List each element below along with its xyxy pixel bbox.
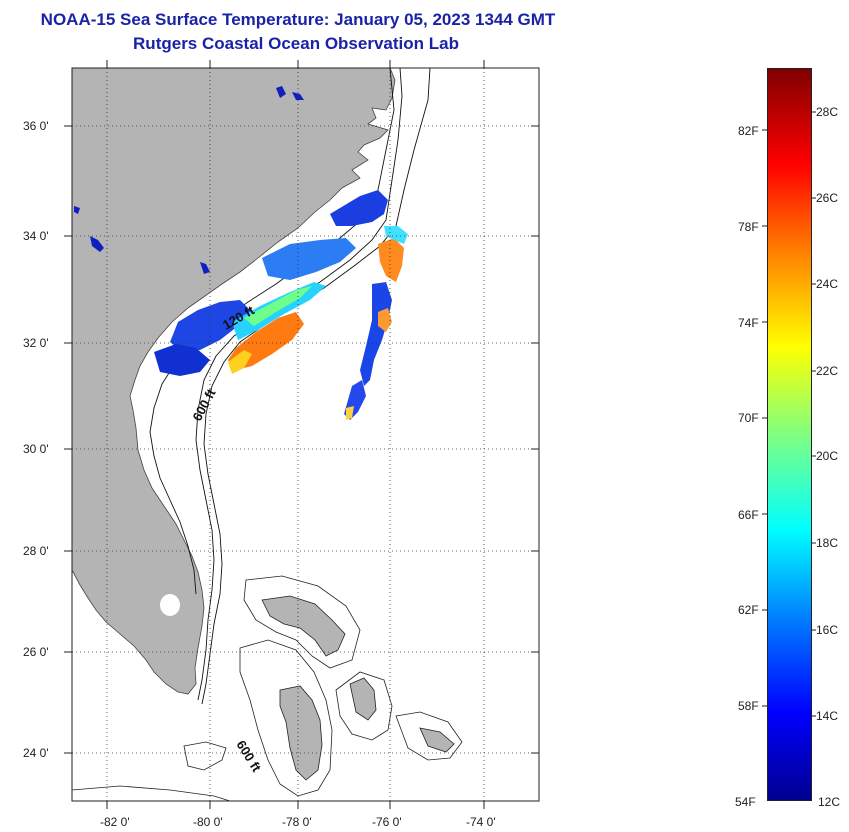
colorbar-label-f: 62F <box>738 603 759 617</box>
contour-label-600ft: 600 ft <box>189 386 219 424</box>
lat-label: 30 0' <box>23 442 49 456</box>
colorbar-label-f: 70F <box>738 411 759 425</box>
axis-ticks <box>64 60 539 809</box>
colorbar-celsius-labels: 28C 26C 24C 22C 20C 18C 16C 14C 12C <box>816 105 840 809</box>
longitude-labels: -82 0' -80 0' -78 0' -76 0' -74 0' <box>100 815 496 829</box>
lat-label: 36 0' <box>23 119 49 133</box>
map-layers <box>72 68 539 801</box>
colorbar-label-c: 12C <box>818 795 840 809</box>
map-subtitle: Rutgers Coastal Ocean Observation Lab <box>133 34 459 53</box>
lat-label: 32 0' <box>23 336 49 350</box>
colorbar-label-c: 16C <box>816 623 838 637</box>
colorbar-label-c: 24C <box>816 277 838 291</box>
lat-label: 34 0' <box>23 229 49 243</box>
lat-label: 26 0' <box>23 645 49 659</box>
colorbar-label-c: 20C <box>816 449 838 463</box>
bank-contours <box>72 575 463 801</box>
colorbar-label-c: 18C <box>816 536 838 550</box>
map-title: NOAA-15 Sea Surface Temperature: January… <box>40 10 556 29</box>
map-frame <box>71 67 540 802</box>
colorbar-label-f: 82F <box>738 124 759 138</box>
land-southeast-us <box>72 68 396 695</box>
colorbar-ticks <box>762 111 816 717</box>
lat-label: 24 0' <box>23 746 49 760</box>
colorbar-label-c: 22C <box>816 364 838 378</box>
colorbar-label-c: 26C <box>816 191 838 205</box>
lon-label: -78 0' <box>282 815 312 829</box>
lon-label: -82 0' <box>100 815 130 829</box>
sst-swath <box>154 190 408 420</box>
contour-label-600ft: 600 ft <box>233 738 264 775</box>
colorbar-label-c: 28C <box>816 105 838 119</box>
latitude-labels: 36 0' 34 0' 32 0' 30 0' 28 0' 26 0' 24 0… <box>23 119 49 760</box>
colorbar-label-f: 78F <box>738 220 759 234</box>
colorbar-label-f: 58F <box>738 699 759 713</box>
colorbar-label-f: 66F <box>738 508 759 522</box>
colorbar-label-f: 74F <box>738 316 759 330</box>
colorbar-fahrenheit-labels: 82F 78F 74F 70F 66F 62F 58F 54F <box>735 124 759 809</box>
lake-okeechobee <box>160 594 180 616</box>
lon-label: -74 0' <box>466 815 496 829</box>
lon-label: -76 0' <box>372 815 402 829</box>
lat-label: 28 0' <box>23 544 49 558</box>
lon-label: -80 0' <box>193 815 223 829</box>
bahamas <box>261 595 455 781</box>
colorbar-label-f: 54F <box>735 795 756 809</box>
colorbar-label-c: 14C <box>816 709 838 723</box>
sst-colorbar <box>767 68 812 801</box>
